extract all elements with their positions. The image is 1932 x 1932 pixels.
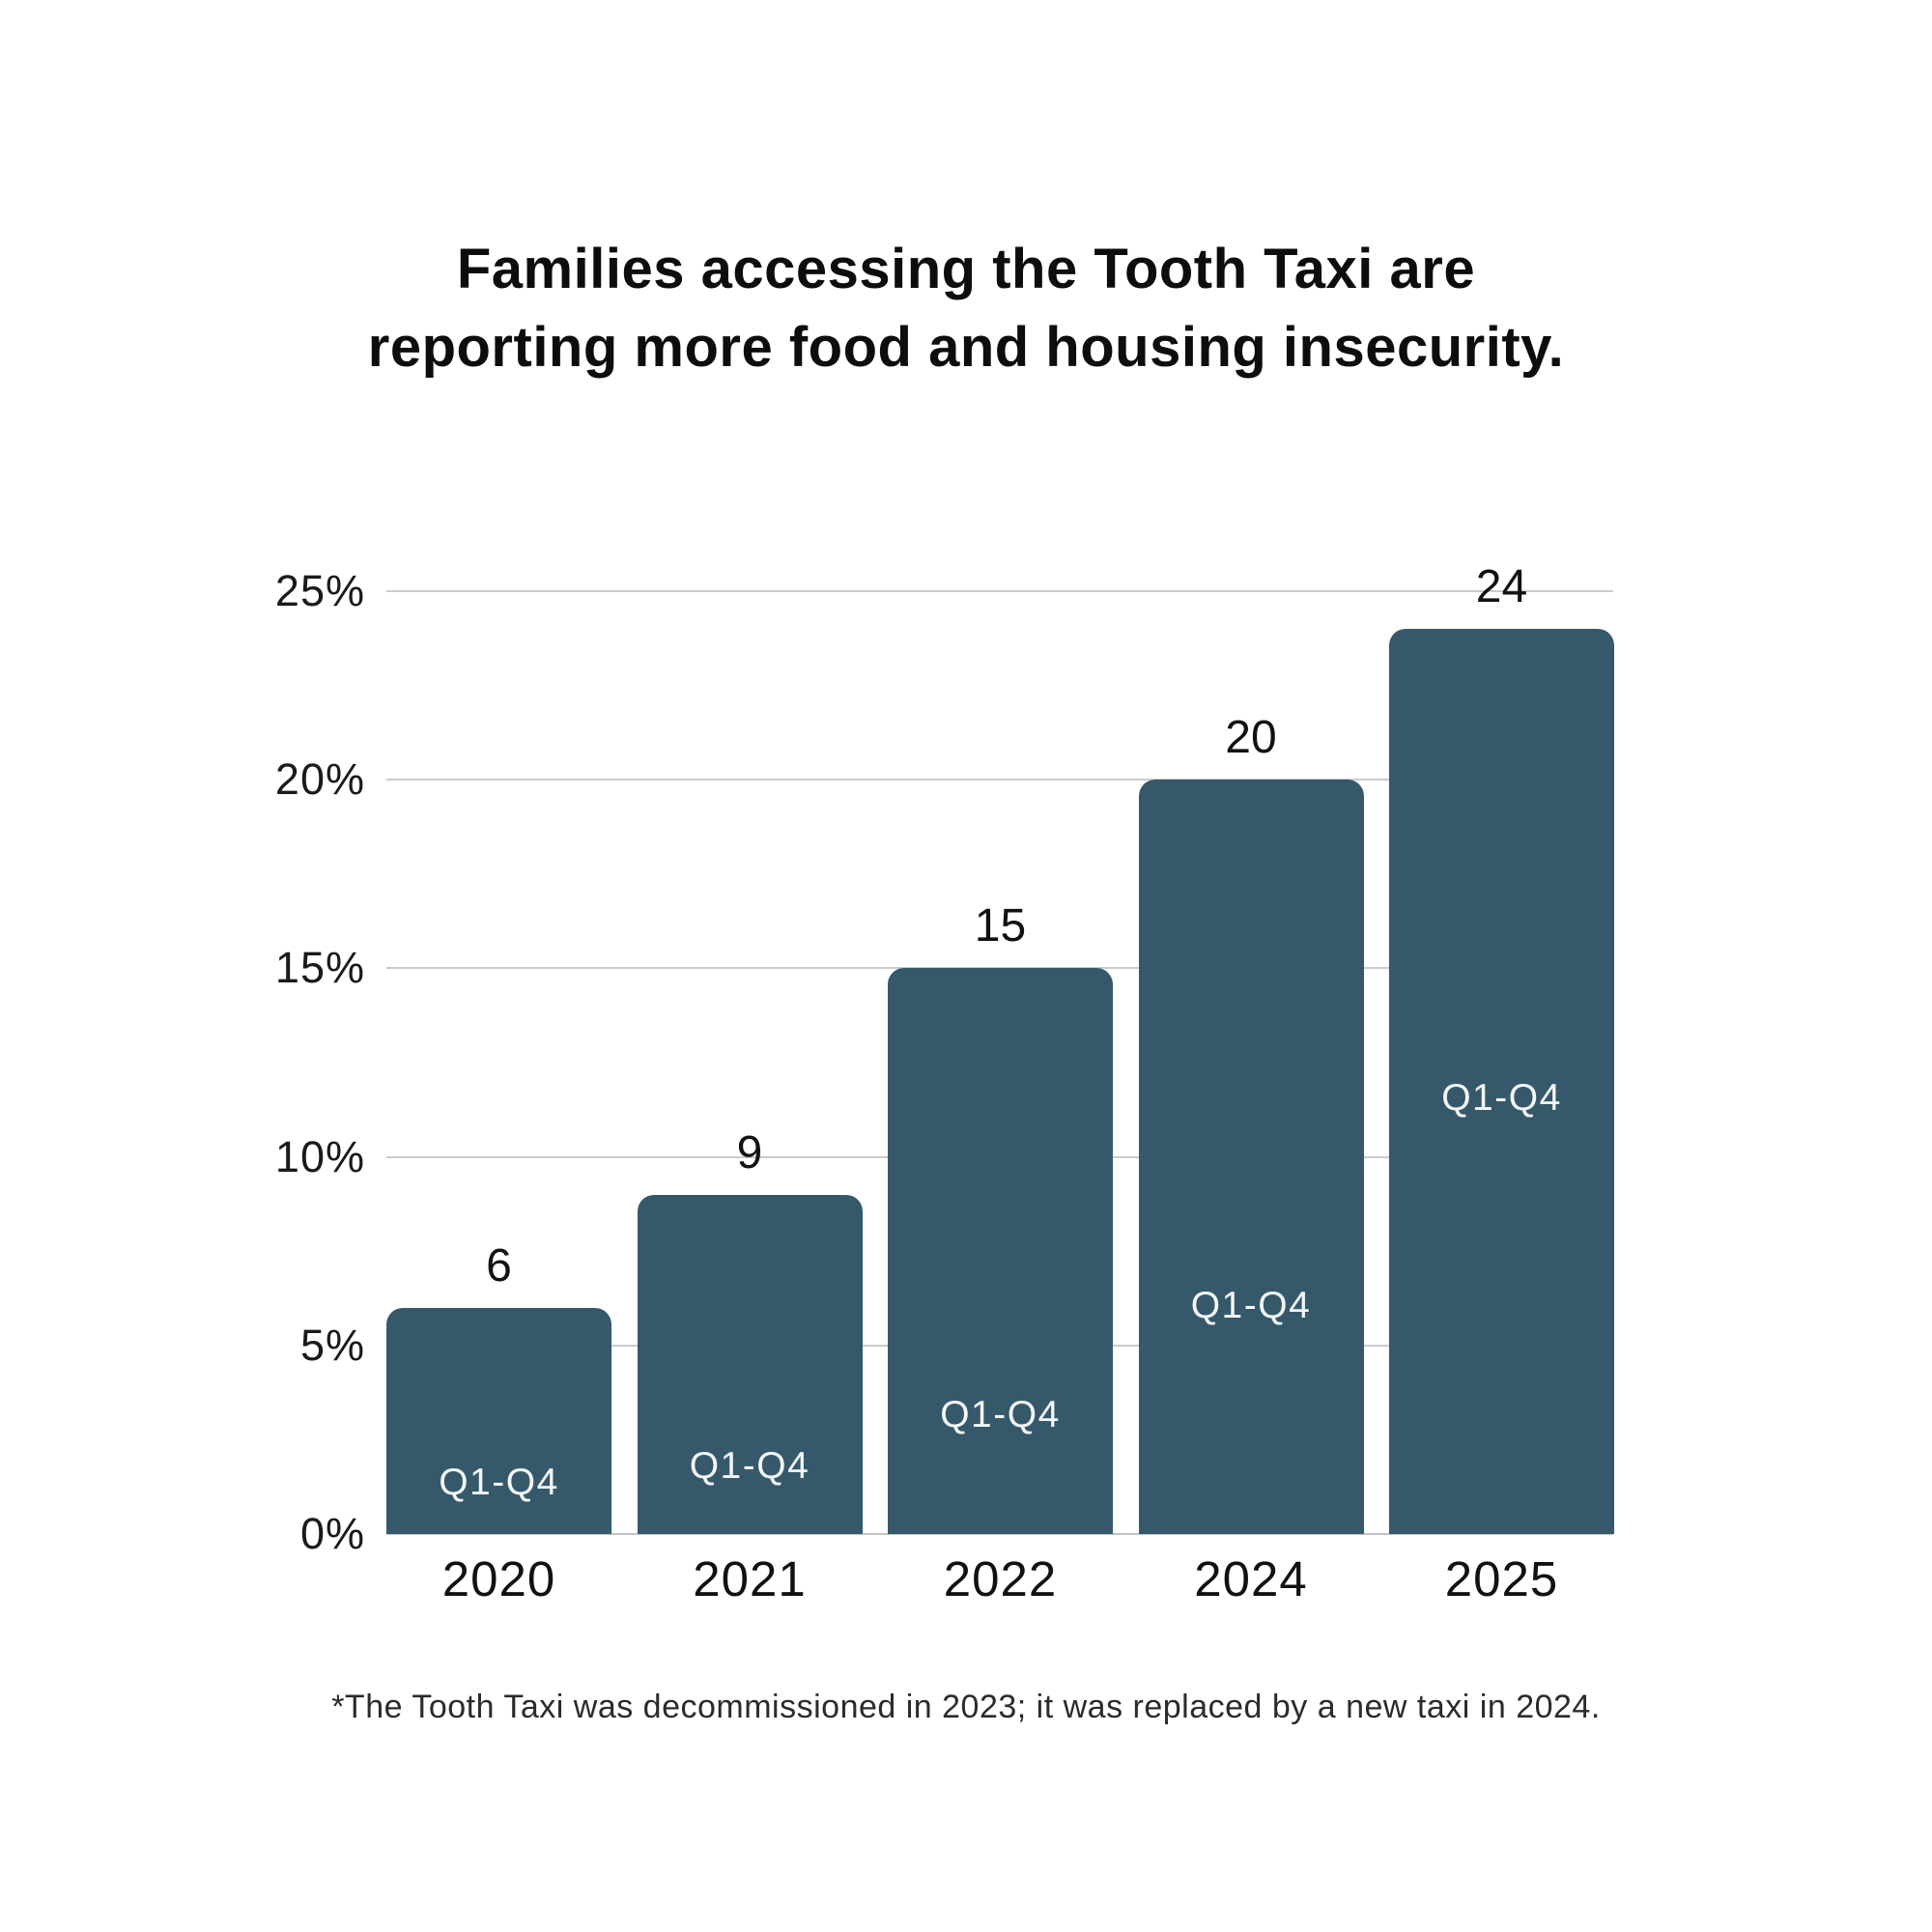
bar-quarter-label-2025: Q1-Q4: [1441, 1077, 1562, 1120]
x-axis-label-2020: 2020: [441, 1551, 556, 1606]
chart-title-line2: reporting more food and housing insecuri…: [367, 316, 1565, 379]
bar-value-label-2022: 15: [974, 900, 1027, 952]
bar-2022: [888, 968, 1113, 1534]
gridline-25%: [386, 590, 1613, 592]
y-axis-tick-label: 20%: [274, 754, 365, 805]
y-axis-tick-label: 10%: [274, 1131, 365, 1181]
bar-value-label-2020: 6: [486, 1239, 512, 1292]
gridline-0%: [386, 1533, 1613, 1535]
bar-quarter-label-2020: Q1-Q4: [439, 1462, 559, 1504]
bar-value-label-2024: 20: [1225, 712, 1277, 764]
bar-quarter-label-2022: Q1-Q4: [940, 1394, 1061, 1436]
bar-2024: [1138, 780, 1364, 1534]
x-axis-label-2021: 2021: [693, 1551, 807, 1606]
chart-footnote: *The Tooth Taxi was decommissioned in 20…: [331, 1689, 1601, 1725]
gridline-20%: [386, 779, 1613, 781]
x-axis-label-2024: 2024: [1194, 1551, 1308, 1606]
bar-2021: [637, 1194, 863, 1534]
y-axis-tick-label: 0%: [299, 1509, 365, 1558]
y-axis-tick-label: 15%: [274, 943, 365, 993]
x-axis-label-2025: 2025: [1444, 1551, 1559, 1606]
x-axis-label-2022: 2022: [943, 1551, 1058, 1606]
bar-quarter-label-2024: Q1-Q4: [1190, 1284, 1312, 1326]
bar-2020: [386, 1307, 611, 1534]
bar-value-label-2025: 24: [1475, 561, 1528, 613]
y-axis-tick-label: 25%: [274, 566, 365, 615]
chart-title: Families accessing the Tooth Taxi are re…: [0, 230, 1932, 386]
chart-title-line1: Families accessing the Tooth Taxi are: [456, 238, 1476, 300]
y-axis-tick-label: 5%: [299, 1320, 365, 1370]
bar-value-label-2021: 9: [736, 1126, 763, 1179]
bar-2025: [1389, 629, 1614, 1534]
bar-quarter-label-2021: Q1-Q4: [689, 1444, 810, 1487]
